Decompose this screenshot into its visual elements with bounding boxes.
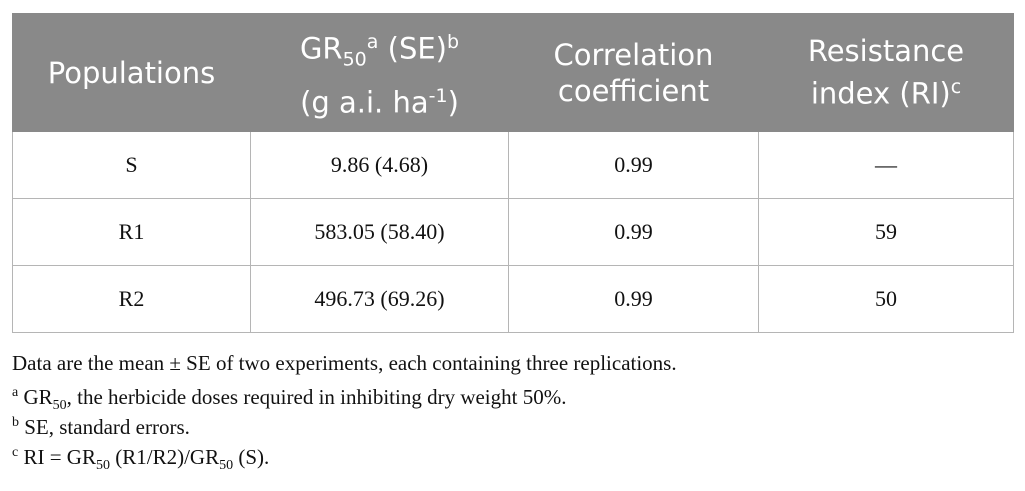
superscript: a	[366, 31, 379, 54]
footnote: c RI = GR50 (R1/R2)/GR50 (S).	[12, 438, 677, 473]
footnote: b SE, standard errors.	[12, 408, 677, 439]
table-cell: R1	[12, 198, 251, 266]
table-cell: 583.05 (58.40)	[250, 198, 509, 266]
subscript: 50	[52, 398, 67, 414]
footnote-text: (R1/R2)/GR	[109, 445, 220, 469]
superscript: -1	[428, 84, 448, 107]
subscript: 50	[342, 48, 367, 71]
header-text: )	[447, 85, 459, 120]
header-text: (g a.i. ha	[300, 85, 429, 120]
table-cell: 9.86 (4.68)	[250, 131, 509, 199]
table-cell: 59	[758, 198, 1014, 266]
footnotes: Data are the mean ± SE of two experiment…	[12, 348, 677, 473]
header-cell: Resistance index (RI)c	[758, 13, 1014, 132]
footnote-text: (S).	[233, 445, 270, 469]
superscript: c	[950, 76, 962, 99]
table-row: S 9.86 (4.68) 0.99—	[12, 131, 1014, 199]
superscript: b	[446, 31, 460, 54]
superscript: c	[12, 445, 19, 460]
header-row: Populations GR50a (SE)b (g a.i. ha-1) Cor…	[12, 13, 1014, 132]
table-cell: —	[758, 131, 1014, 199]
header-text: index (RI)	[810, 76, 951, 111]
subscript: 50	[219, 458, 234, 474]
table-cell: 50	[758, 265, 1014, 333]
footnote-text: SE, standard errors.	[19, 415, 190, 439]
header-text: coefficient	[557, 73, 710, 108]
footnote-text: GR	[18, 385, 53, 409]
header-text: GR	[299, 32, 343, 67]
footnote: a GR50, the herbicide doses required in …	[12, 378, 677, 413]
footnote-text: , the herbicide doses required in inhibi…	[66, 385, 567, 409]
table-cell: 0.99	[508, 198, 759, 266]
footnote-text: RI = GR	[18, 445, 96, 469]
table-cell: 0.99	[508, 265, 759, 333]
table-cell: 496.73 (69.26)	[250, 265, 509, 333]
footnote: Data are the mean ± SE of two experiment…	[12, 348, 677, 378]
footnote-text: Data are the mean ± SE of two experiment…	[12, 351, 677, 375]
header-text: Populations	[47, 55, 216, 90]
table-cell: S	[12, 131, 251, 199]
table-body: S 9.86 (4.68) 0.99— R1 583.05 (58.40) 0.99 59 R…	[12, 131, 1014, 333]
table-cell: R2	[12, 265, 251, 333]
table-cell: 0.99	[508, 131, 759, 199]
header-text: Resistance	[807, 34, 965, 69]
header-cell: Correlation coefficient	[508, 13, 759, 132]
header-cell: GR50a (SE)b (g a.i. ha-1)	[250, 13, 509, 132]
header-text: (SE)	[378, 32, 447, 67]
table-row: R2 496.73 (69.26) 0.99 50	[12, 265, 1014, 333]
superscript: a	[12, 385, 19, 400]
header-text: Correlation	[553, 37, 714, 72]
table-row: R1 583.05 (58.40) 0.99 59	[12, 198, 1014, 266]
superscript: b	[12, 415, 19, 430]
subscript: 50	[95, 458, 110, 474]
header-cell: Populations	[12, 13, 251, 132]
results-table: Populations GR50a (SE)b (g a.i. ha-1) Cor…	[12, 13, 1014, 333]
